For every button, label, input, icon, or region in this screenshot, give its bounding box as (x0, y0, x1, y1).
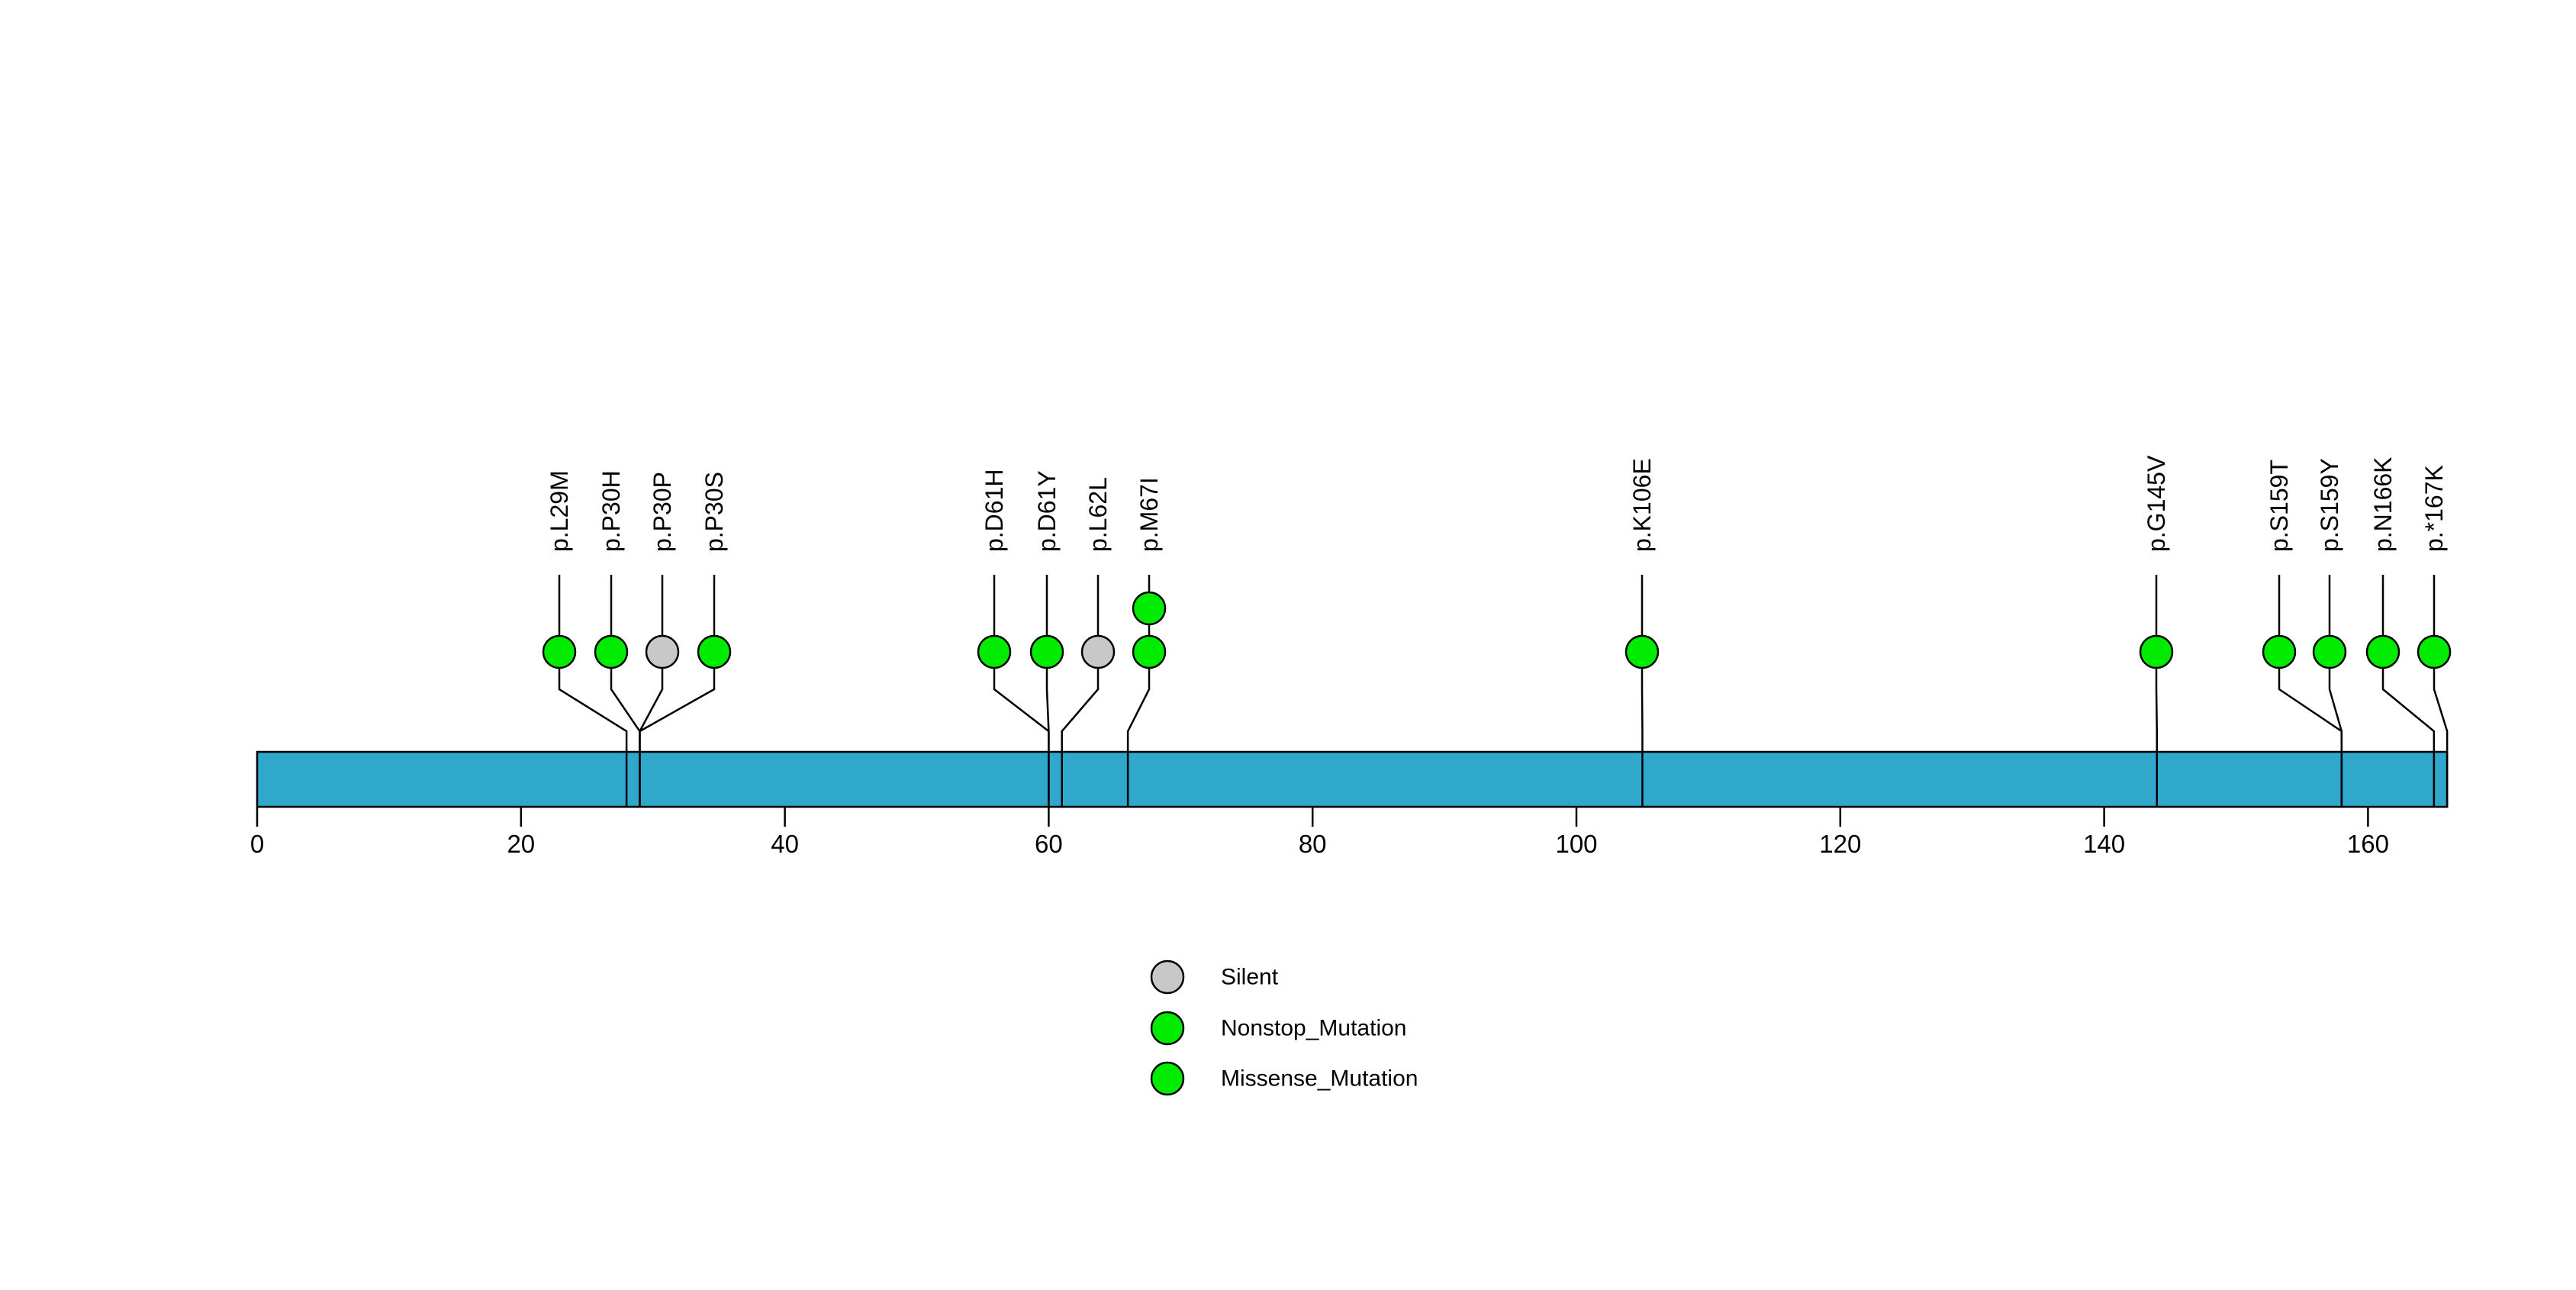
legend-swatch-nonstop-mutation (1150, 1011, 1185, 1046)
lollipop-circle (2262, 634, 2297, 669)
axis-tick-label: 60 (1035, 830, 1063, 858)
mutation-label: p.G145V (2143, 455, 2170, 552)
lollipop-stem (639, 575, 716, 807)
axis-tick-label: 140 (2083, 830, 2125, 858)
chart-layer: p.L29M p.P30H p.P30P p.P30S p.D61H p.D61Y p.L6… (250, 455, 2452, 858)
axis-tick-label: 100 (1555, 830, 1597, 858)
lollipop-circle (542, 634, 577, 669)
axis-tick-label: 160 (2347, 830, 2389, 858)
protein-bar (256, 750, 2449, 808)
lollipop-stem (1126, 575, 1151, 807)
axis-tick-label: 20 (507, 830, 535, 858)
axis-tick-label: 40 (771, 830, 799, 858)
mutation-label: p.P30H (597, 470, 625, 552)
mutation-label: p.P30P (649, 472, 676, 552)
mutation-label: p.D61H (980, 469, 1008, 553)
mutation-label: p.L62L (1084, 477, 1112, 552)
mutation-label: p.P30S (700, 472, 728, 552)
lollipop-stem (2328, 575, 2343, 807)
mutation-label: p.K106E (1628, 458, 1656, 552)
lollipop-circle (2365, 634, 2401, 669)
lollipop-stem (2155, 575, 2159, 807)
mutation-label: p.S159Y (2316, 458, 2343, 552)
legend-swatch-missense-mutation (1150, 1061, 1185, 1096)
lollipop-stem (558, 575, 628, 807)
lollipop-circle (645, 634, 680, 669)
lollipop-circle (2139, 634, 2174, 669)
mutation-label: p.S159T (2265, 460, 2293, 552)
mutation-label: p.*167K (2420, 465, 2448, 552)
lollipop-stem (2433, 575, 2449, 807)
legend-label-nonstop-mutation: Nonstop_Mutation (1221, 1016, 1407, 1041)
lollipop-stem (2381, 575, 2436, 807)
axis-tick-label: 120 (1819, 830, 1861, 858)
lollipop-circle (1624, 634, 1660, 669)
legend: Silent Nonstop_Mutation Missense_Mutatio… (1150, 959, 1418, 1096)
lollipop-circle (594, 634, 629, 669)
axis-tick-label: 0 (250, 830, 264, 858)
legend-swatch-silent (1150, 959, 1185, 995)
lollipop-circle (2312, 634, 2347, 669)
lollipop-stem (1061, 575, 1100, 807)
lollipop-circle (1132, 634, 1167, 669)
mutation-label: p.M67I (1135, 477, 1163, 552)
lollipop-stem (1045, 575, 1050, 807)
mutation-label: p.D61Y (1033, 470, 1061, 552)
axis-tick-label: 80 (1299, 830, 1327, 858)
lollipop-circle (1029, 634, 1064, 669)
lollipop-circle (697, 634, 732, 669)
mutation-label: p.L29M (546, 470, 573, 552)
lollipop-circle (1132, 591, 1167, 626)
lollipop-circle (977, 634, 1012, 669)
lollipop-circle (1080, 634, 1116, 669)
lollipop-circle (2417, 634, 2452, 669)
mutation-label: p.N166K (2369, 456, 2397, 552)
legend-label-missense-mutation: Missense_Mutation (1221, 1066, 1418, 1092)
legend-label-silent: Silent (1221, 965, 1279, 990)
